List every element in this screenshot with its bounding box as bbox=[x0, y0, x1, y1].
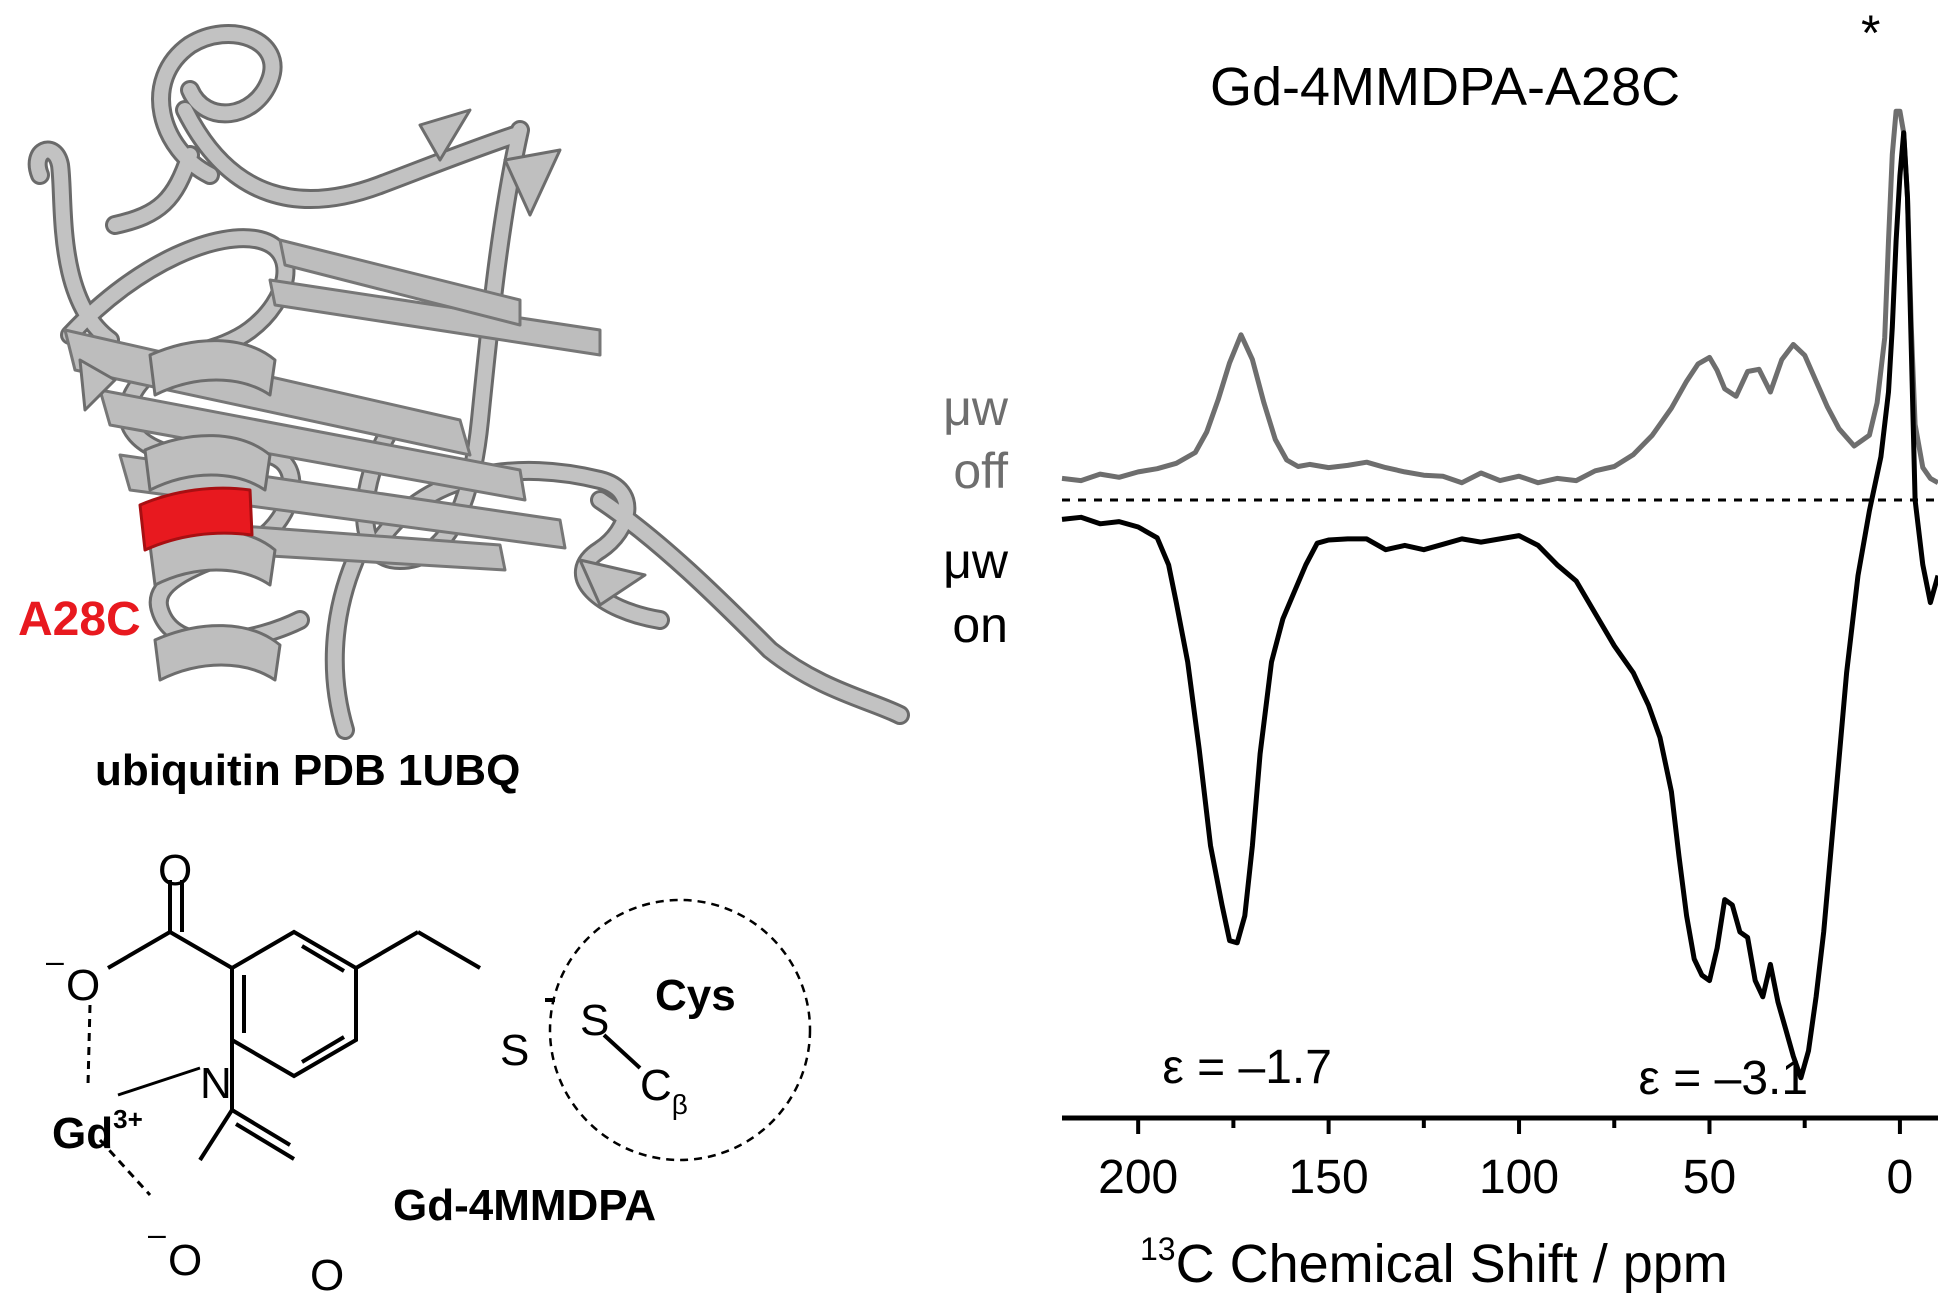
x-tick-label: 100 bbox=[1479, 1151, 1559, 1204]
atom-o-top: O bbox=[158, 846, 192, 895]
a28c-highlight bbox=[138, 486, 254, 552]
spectrum-trace-mw-off bbox=[1061, 108, 1938, 486]
chart-title: Gd-4MMDPA-A28C bbox=[1210, 57, 1680, 117]
anion-sign-top: – bbox=[46, 943, 64, 979]
atom-o-bottom-left: O bbox=[168, 1236, 202, 1285]
cys-label: Cys bbox=[655, 971, 736, 1020]
series-label-mw-off-line2: off bbox=[953, 443, 1008, 499]
x-axis-label: 13C Chemical Shift / ppm bbox=[1140, 1231, 1728, 1294]
atom-s: S bbox=[500, 1026, 529, 1075]
gd-4mmdpa-structure bbox=[86, 880, 812, 1197]
x-tick-label: 0 bbox=[1887, 1151, 1914, 1204]
atom-n: N bbox=[200, 1059, 232, 1108]
solvent-marker: * bbox=[1861, 5, 1880, 61]
ubiquitin-ribbon-illustration bbox=[27, 23, 910, 740]
atom-s2: S bbox=[580, 996, 609, 1045]
series-label-mw-on-line1: μw bbox=[943, 533, 1009, 589]
atom-c-beta: Cβ bbox=[640, 1061, 688, 1120]
ligand-name: Gd-4MMDPA bbox=[393, 1181, 656, 1230]
mutation-label: A28C bbox=[18, 593, 141, 646]
protein-caption: ubiquitin PDB 1UBQ bbox=[95, 746, 520, 795]
epsilon-annotation-2: ε = –3.1 bbox=[1639, 1052, 1809, 1105]
atom-o-left: O bbox=[66, 961, 100, 1010]
epsilon-annotation-1: ε = –1.7 bbox=[1162, 1041, 1332, 1094]
x-tick-label: 50 bbox=[1683, 1151, 1736, 1204]
metal-label: Gd3+ bbox=[52, 1104, 143, 1158]
x-tick-label: 150 bbox=[1289, 1151, 1369, 1204]
x-tick-label: 200 bbox=[1098, 1151, 1178, 1204]
anion-sign-bottom: – bbox=[148, 1216, 166, 1252]
spectrum-trace-mw-on bbox=[1061, 130, 1938, 1081]
series-label-mw-on-line2: on bbox=[952, 597, 1008, 653]
series-label-mw-off-line1: μw bbox=[943, 380, 1009, 436]
atom-o-bottom-right: O bbox=[310, 1251, 344, 1295]
